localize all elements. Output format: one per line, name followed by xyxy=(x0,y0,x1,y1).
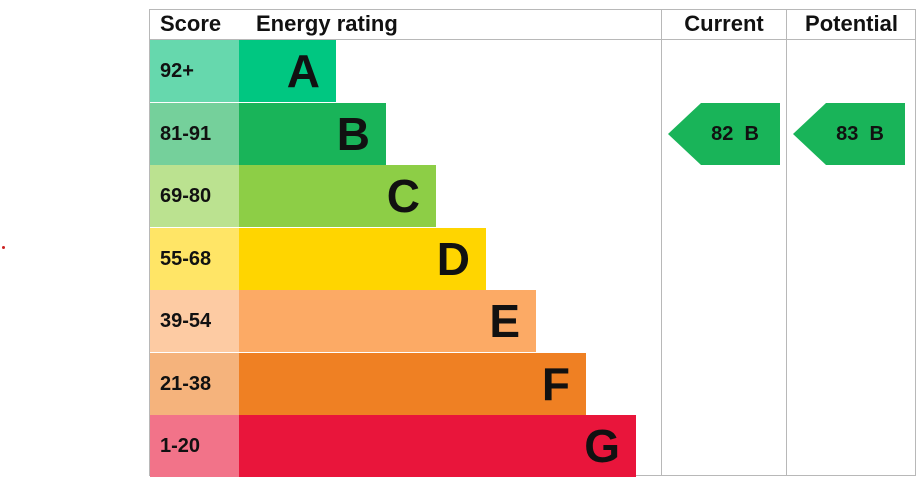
potential-arrow-shape xyxy=(793,103,905,165)
marker-dot xyxy=(2,246,5,249)
divider-potential xyxy=(786,9,787,476)
band-e: E xyxy=(239,290,536,352)
band-a: A xyxy=(239,40,336,102)
score-cell-f: 21-38 xyxy=(150,353,239,415)
potential-rating-marker: 83 B xyxy=(793,103,905,165)
current-rating-marker: 82 B xyxy=(668,103,780,165)
band-b: B xyxy=(239,103,386,165)
current-arrow-shape xyxy=(668,103,780,165)
score-cell-a: 92+ xyxy=(150,40,239,102)
divider-current xyxy=(661,9,662,476)
score-cell-b: 81-91 xyxy=(150,103,239,165)
band-d: D xyxy=(239,228,486,290)
score-cell-c: 69-80 xyxy=(150,165,239,227)
band-g: G xyxy=(239,415,636,477)
score-cell-d: 55-68 xyxy=(150,228,239,290)
band-c: C xyxy=(239,165,436,227)
header-energy-rating: Energy rating xyxy=(256,11,398,36)
header-divider xyxy=(149,39,916,40)
potential-rating-label: 83 B xyxy=(836,123,884,145)
current-rating-label: 82 B xyxy=(711,123,759,145)
header-potential: Potential xyxy=(805,11,898,36)
score-cell-g: 1-20 xyxy=(150,415,239,477)
score-cell-e: 39-54 xyxy=(150,290,239,352)
header-current: Current xyxy=(684,11,764,36)
band-f: F xyxy=(239,353,586,415)
header-score: Score xyxy=(160,11,222,36)
